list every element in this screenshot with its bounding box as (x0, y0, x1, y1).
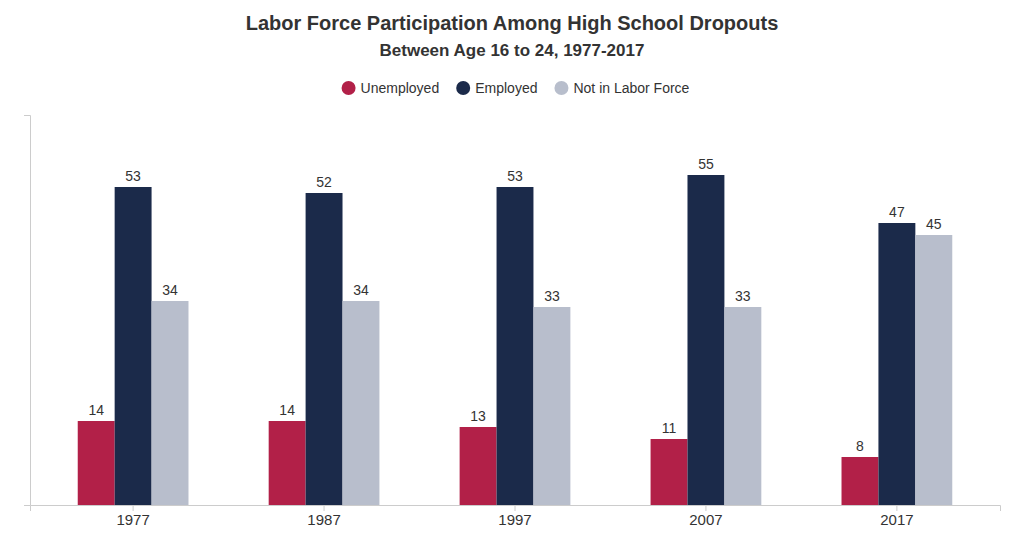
data-label: 14 (279, 402, 295, 418)
title: Labor Force Participation Among High Sch… (246, 12, 779, 34)
x-tick: 1977 (116, 505, 149, 528)
data-label: 34 (162, 282, 178, 298)
legend-item: Not in Labor Force (554, 80, 689, 96)
x-tick-label: 2007 (689, 511, 722, 528)
legend-label: Employed (475, 80, 537, 96)
data-label: 45 (926, 216, 942, 232)
x-axis: 1977 1987 1997 2007 2017 (31, 505, 1001, 528)
data-label: 47 (889, 204, 905, 220)
x-tick: 2007 (689, 505, 722, 528)
legend-label: Unemployed (361, 80, 440, 96)
plot: 14 14 13 11 8 53 52 53 55 47 34 34 33 33 45 1977 1987 199… (24, 116, 1001, 528)
bar (497, 187, 534, 505)
data-label: 8 (856, 438, 864, 454)
bar (651, 439, 688, 505)
subtitle: Between Age 16 to 24, 1977-2017 (380, 41, 645, 60)
data-label: 34 (353, 282, 369, 298)
data-label: 52 (316, 174, 332, 190)
bar (306, 193, 343, 505)
data-label: 11 (662, 420, 677, 436)
x-tick: 1997 (498, 505, 531, 528)
x-tick: 1987 (307, 505, 340, 528)
legend: Unemployed Employed Not in Labor Force (342, 80, 690, 96)
data-label: 55 (698, 156, 714, 172)
x-tick-label: 1977 (116, 511, 149, 528)
bar (878, 223, 915, 505)
bar (115, 187, 152, 505)
legend-label: Not in Labor Force (573, 80, 689, 96)
bar (152, 301, 189, 505)
data-labels: 14 14 13 11 8 53 52 53 55 47 34 34 33 33 45 (88, 156, 941, 454)
data-label: 13 (470, 408, 486, 424)
bar (915, 235, 952, 505)
legend-marker (456, 81, 470, 95)
bar (78, 421, 115, 505)
x-tick-label: 1997 (498, 511, 531, 528)
x-tick-label: 1987 (307, 511, 340, 528)
bar (687, 175, 724, 505)
x-tick: 2017 (880, 505, 913, 528)
legend-item: Employed (456, 80, 537, 96)
bar (269, 421, 306, 505)
data-label: 53 (507, 168, 523, 184)
data-label: 33 (544, 288, 560, 304)
bar (343, 301, 380, 505)
bars (78, 175, 953, 505)
title-group: Labor Force Participation Among High Sch… (246, 12, 779, 60)
legend-marker (342, 81, 356, 95)
bar (460, 427, 497, 505)
y-axis-line (24, 116, 31, 506)
x-tick-label: 2017 (880, 511, 913, 528)
data-label: 53 (125, 168, 141, 184)
y-axis (24, 116, 31, 506)
bar (533, 307, 570, 505)
data-label: 33 (735, 288, 751, 304)
data-label: 14 (88, 402, 104, 418)
bar (724, 307, 761, 505)
legend-marker (554, 81, 568, 95)
chart: Labor Force Participation Among High Sch… (0, 0, 1024, 550)
bar (842, 457, 879, 505)
legend-item: Unemployed (342, 80, 440, 96)
